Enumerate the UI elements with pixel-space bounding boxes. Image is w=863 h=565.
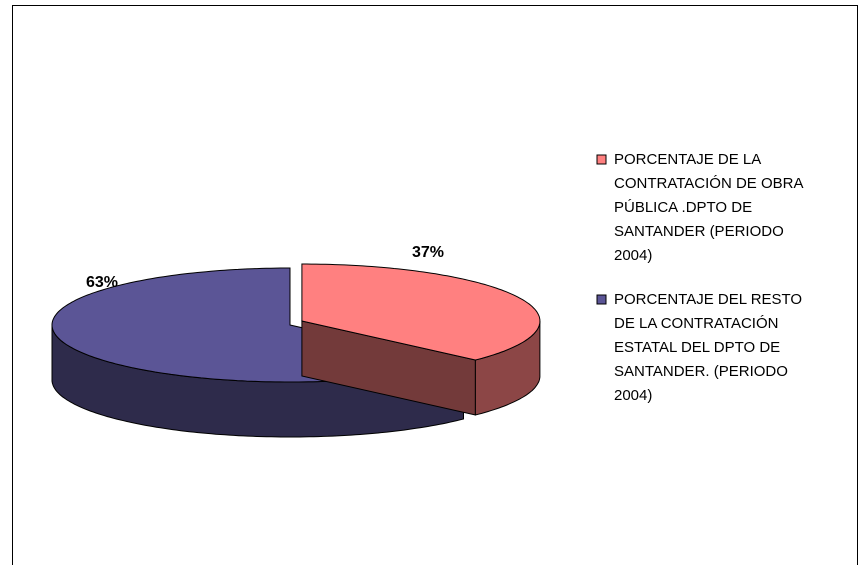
legend-line: PÚBLICA .DPTO DE [614,199,752,216]
legend-swatch [596,294,607,305]
legend-label: PORCENTAJE DE LA CONTRATACIÓN DE OBRA PÚBL… [614,151,803,264]
legend-swatch [596,154,607,165]
legend-label: PORCENTAJE DEL RESTO DE LA CONTRATACIÓN ES… [614,291,802,404]
legend-line: DE LA CONTRATACIÓN [614,315,778,332]
data-label: 37% [412,244,444,261]
legend-line: 2004) [614,387,652,404]
legend-line: SANTANDER (PERIODO [614,223,784,240]
legend-line: 2004) [614,247,652,264]
legend-line: ESTATAL DEL DPTO DE [614,339,780,356]
legend-line: CONTRATACIÓN DE OBRA [614,175,803,192]
slice [301,263,541,361]
legend-line: SANTANDER. (PERIODO [614,363,788,380]
data-label: 63% [86,274,118,291]
legend-line: PORCENTAJE DE LA [614,151,761,168]
legend-line: PORCENTAJE DEL RESTO [614,291,802,308]
